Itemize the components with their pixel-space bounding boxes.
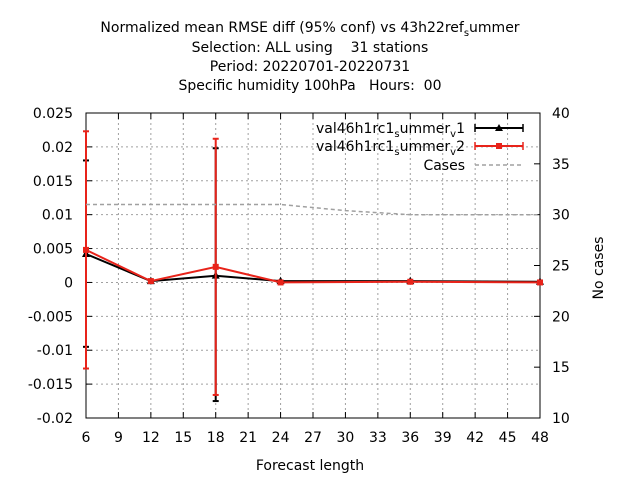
title-line-3: Period: 20220701-20220731 — [210, 59, 410, 75]
data-point — [147, 278, 154, 285]
y2-tick-label: 40 — [552, 106, 570, 122]
legend-entry-series-2: val46h1rc1summerv2 — [316, 139, 524, 158]
y2-tick-label: 10 — [552, 411, 570, 427]
legend-label-cases: Cases — [423, 158, 465, 174]
x-tick-label: 15 — [174, 430, 192, 446]
title-line-1: Normalized mean RMSE diff (95% conf) vs … — [100, 20, 519, 39]
series-2 — [83, 130, 543, 396]
x-axis-label: Forecast length — [256, 458, 364, 474]
x-tick-label: 9 — [114, 430, 123, 446]
y-tick-label: 0.005 — [33, 242, 73, 258]
x-tick-label: 24 — [272, 430, 290, 446]
y2-tick-label: 15 — [552, 360, 570, 376]
x-tick-label: 12 — [142, 430, 160, 446]
y-tick-label: 0.01 — [42, 208, 73, 224]
x-tick-label: 6 — [82, 430, 91, 446]
y-tick-label: -0.015 — [28, 377, 73, 393]
y2-tick-label: 20 — [552, 309, 570, 325]
y-tick-label: 0.025 — [33, 106, 73, 122]
legend-marker-series-1 — [495, 124, 503, 131]
y-tick-label: -0.02 — [37, 411, 73, 427]
x-tick-label: 18 — [207, 430, 225, 446]
x-tick-label: 39 — [434, 430, 452, 446]
data-point — [407, 278, 414, 285]
x-tick-label: 21 — [239, 430, 257, 446]
title-line-2: Selection: ALL using 31 stations — [192, 40, 429, 56]
legend-entry-series-1: val46h1rc1summerv1 — [316, 121, 524, 140]
x-tick-label: 27 — [304, 430, 322, 446]
x-tick-label: 42 — [466, 430, 484, 446]
y2-tick-label: 30 — [552, 208, 570, 224]
y2-tick-label: 35 — [552, 157, 570, 173]
legend-label-series-1: val46h1rc1summerv1 — [316, 121, 465, 140]
data-point — [277, 279, 284, 286]
x-tick-label: 30 — [337, 430, 355, 446]
y-tick-label: 0.02 — [42, 140, 73, 156]
x-tick-label: 33 — [369, 430, 387, 446]
cases-line — [86, 203, 540, 216]
y2-axis-label: No cases — [591, 237, 607, 300]
y2-tick-labels: 40 35 30 25 20 15 10 — [552, 106, 570, 427]
y-tick-label: -0.005 — [28, 309, 73, 325]
data-point — [212, 263, 219, 270]
data-point — [83, 246, 89, 253]
x-tick-labels: 6 9 12 15 18 21 24 27 30 33 36 39 42 45 48 — [82, 430, 549, 446]
legend-entry-cases: Cases — [423, 158, 523, 174]
series-line — [85, 248, 541, 284]
chart-title: Normalized mean RMSE diff (95% conf) vs … — [100, 20, 519, 94]
data-point — [537, 279, 543, 286]
legend-marker-series-2 — [496, 143, 502, 149]
x-tick-label: 45 — [499, 430, 517, 446]
legend-label-series-2: val46h1rc1summerv2 — [316, 139, 465, 158]
y-tick-label: 0 — [64, 275, 73, 291]
y-tick-label: 0.015 — [33, 174, 73, 190]
y-tick-labels: 0.025 0.02 0.015 0.01 0.005 0 -0.005 -0.01 -0.01… — [28, 106, 73, 427]
x-tick-label: 36 — [401, 430, 419, 446]
series-3 — [86, 203, 540, 216]
x-tick-label: 48 — [531, 430, 549, 446]
grid — [86, 113, 540, 418]
title-line-4: Specific humidity 100hPa Hours: 00 — [179, 78, 442, 94]
series — [82, 130, 544, 403]
y-tick-label: -0.01 — [37, 343, 73, 359]
y2-tick-label: 25 — [552, 259, 570, 275]
legend: val46h1rc1summerv1 val46h1rc1summerv2 Ca… — [316, 121, 524, 174]
